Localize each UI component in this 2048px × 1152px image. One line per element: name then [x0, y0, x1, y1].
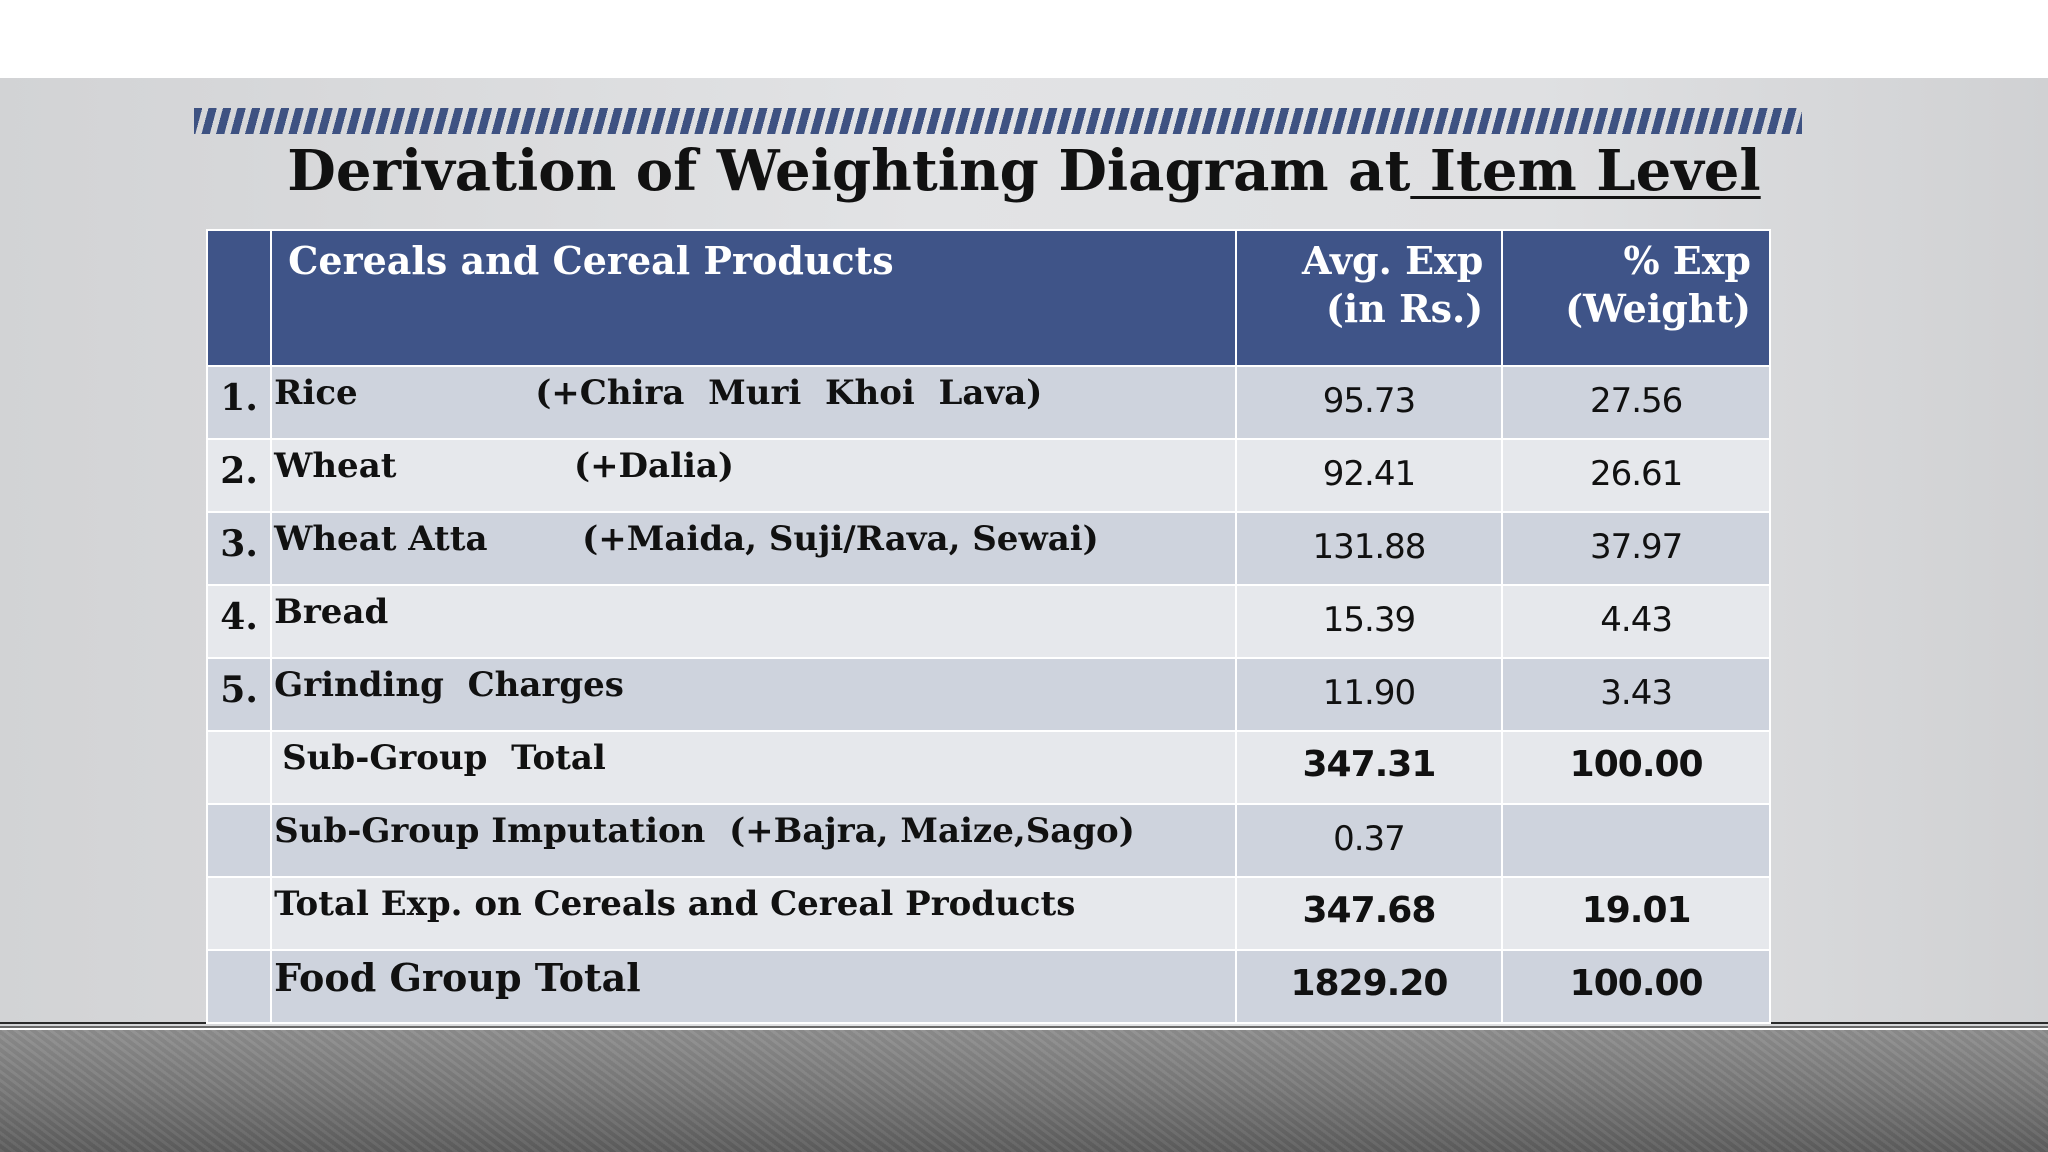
- row-item: Total Exp. on Cereals and Cereal Product…: [270, 876, 1237, 951]
- subtotal-row: Sub-Group Total 347.31 100.00: [205, 730, 1771, 805]
- row-index: [205, 803, 273, 878]
- row-avg-exp: 0.37: [1234, 803, 1504, 878]
- header-pct-exp-line1: % Exp: [1623, 238, 1751, 283]
- row-pct-exp: 26.61: [1501, 438, 1771, 513]
- row-avg-exp: 11.90: [1234, 657, 1504, 732]
- row-avg-exp: 1829.20: [1234, 949, 1504, 1024]
- floor-edge-line-secondary: [0, 1026, 2048, 1028]
- header-avg-exp-line2: (in Rs.): [1325, 286, 1484, 331]
- row-pct-exp: 37.97: [1501, 511, 1771, 586]
- header-avg-exp-line1: Avg. Exp: [1302, 238, 1484, 283]
- header-avg-exp: Avg. Exp (in Rs.): [1234, 229, 1504, 367]
- row-pct-exp: 19.01: [1501, 876, 1771, 951]
- row-pct-exp: 3.43: [1501, 657, 1771, 732]
- header-pct-exp-line2: (Weight): [1565, 286, 1751, 331]
- row-avg-exp: 131.88: [1234, 511, 1504, 586]
- row-pct-exp: 100.00: [1501, 949, 1771, 1024]
- total-exp-row: Total Exp. on Cereals and Cereal Product…: [205, 876, 1771, 951]
- floor-edge-line: [0, 1022, 2048, 1024]
- decorative-stripe-bar: [194, 108, 1802, 134]
- row-avg-exp: 95.73: [1234, 365, 1504, 440]
- row-item: Grinding Charges: [270, 657, 1237, 732]
- table-row: 3. Wheat Atta (+Maida, Suji/Rava, Sewai)…: [205, 511, 1771, 586]
- row-item: Rice (+Chira Muri Khoi Lava): [270, 365, 1237, 440]
- table-row: 4. Bread 15.39 4.43: [205, 584, 1771, 659]
- row-index: [205, 876, 273, 951]
- row-index: [205, 730, 273, 805]
- row-item: Food Group Total: [270, 949, 1237, 1024]
- row-avg-exp: 92.41: [1234, 438, 1504, 513]
- row-index: [205, 949, 273, 1024]
- table-row: 1. Rice (+Chira Muri Khoi Lava) 95.73 27…: [205, 365, 1771, 440]
- row-item: Bread: [270, 584, 1237, 659]
- slide-title-main: Derivation of Weighting Diagram at: [287, 138, 1411, 204]
- slide-title: Derivation of Weighting Diagram at Item …: [0, 134, 2048, 208]
- row-index: 3.: [205, 511, 273, 586]
- row-item: Sub-Group Imputation (+Bajra, Maize,Sago…: [270, 803, 1237, 878]
- slide-title-underlined: Item Level: [1410, 138, 1761, 204]
- row-pct-exp: 27.56: [1501, 365, 1771, 440]
- row-index: 1.: [205, 365, 273, 440]
- row-index: 5.: [205, 657, 273, 732]
- table-header-row: Cereals and Cereal Products Avg. Exp (in…: [205, 229, 1771, 367]
- weighting-table: Cereals and Cereal Products Avg. Exp (in…: [205, 229, 1771, 1024]
- floor-texture: [0, 1030, 2048, 1152]
- row-item: Wheat Atta (+Maida, Suji/Rava, Sewai): [270, 511, 1237, 586]
- food-group-total-row: Food Group Total 1829.20 100.00: [205, 949, 1771, 1024]
- row-item: Wheat (+Dalia): [270, 438, 1237, 513]
- row-pct-exp: [1501, 803, 1771, 878]
- table-row: 2. Wheat (+Dalia) 92.41 26.61: [205, 438, 1771, 513]
- row-item: Sub-Group Total: [270, 730, 1237, 805]
- table-row: 5. Grinding Charges 11.90 3.43: [205, 657, 1771, 732]
- imputation-row: Sub-Group Imputation (+Bajra, Maize,Sago…: [205, 803, 1771, 878]
- row-avg-exp: 15.39: [1234, 584, 1504, 659]
- header-index-cell: [205, 229, 273, 367]
- row-avg-exp: 347.68: [1234, 876, 1504, 951]
- header-pct-exp: % Exp (Weight): [1501, 229, 1771, 367]
- header-category: Cereals and Cereal Products: [270, 229, 1237, 367]
- row-pct-exp: 4.43: [1501, 584, 1771, 659]
- row-avg-exp: 347.31: [1234, 730, 1504, 805]
- row-pct-exp: 100.00: [1501, 730, 1771, 805]
- row-index: 2.: [205, 438, 273, 513]
- row-index: 4.: [205, 584, 273, 659]
